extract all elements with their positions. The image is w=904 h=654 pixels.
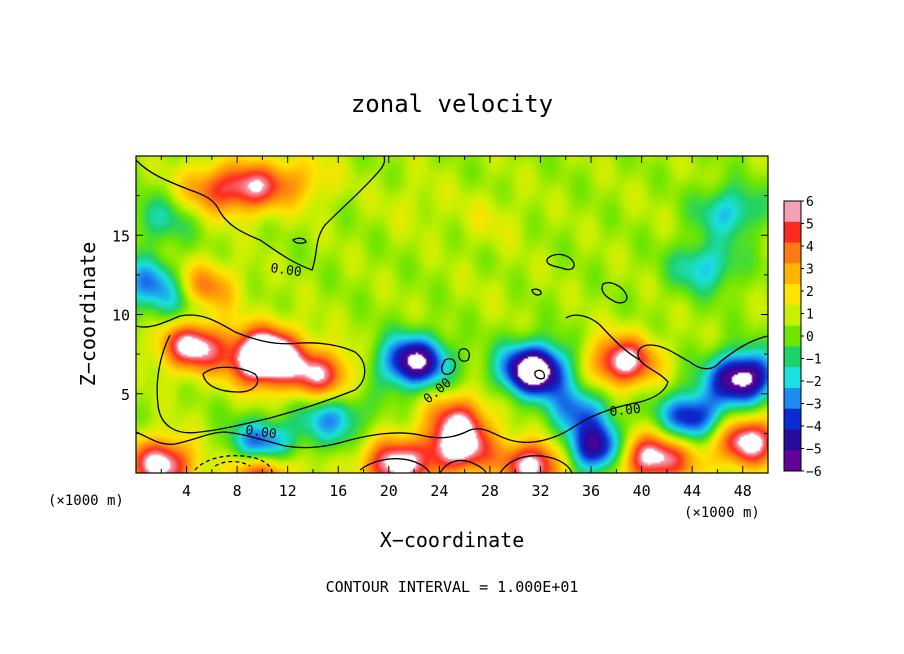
x-tick-label: 36	[582, 482, 600, 500]
contour-line	[136, 314, 366, 433]
x-tick-label: 16	[329, 482, 347, 500]
y-tick-label: 10	[112, 307, 130, 325]
x-axis: 4 8 12 16 20 24 28 32 36 40 44 48	[160, 156, 752, 500]
contour-line	[214, 460, 251, 467]
colorbar-label: 0	[806, 330, 814, 345]
chart-title: zonal velocity	[351, 90, 553, 118]
x-tick-label: 40	[633, 482, 651, 500]
contour-line	[202, 366, 259, 393]
x-tick-label: 44	[683, 482, 701, 500]
zero-contours	[136, 156, 768, 473]
colorbar: 6 5 4 3 2 1 0 −1 −2 −3 −4 −5 −6	[783, 195, 822, 480]
colorbar-label: 3	[806, 263, 814, 278]
colorbar-label: −6	[806, 465, 822, 480]
x-tick-label: 24	[430, 482, 448, 500]
contour-line	[565, 314, 641, 361]
colorbar-swatch	[784, 367, 801, 389]
colorbar-swatch	[784, 408, 801, 430]
colorbar-swatch	[784, 284, 801, 306]
z-unit-label: (×1000 m)	[684, 505, 760, 521]
contour-line	[156, 334, 201, 434]
contour-line	[499, 455, 573, 473]
colorbar-swatch	[784, 450, 801, 472]
colorbar-label: −4	[806, 420, 822, 435]
contour-line	[637, 335, 768, 403]
x-tick-label: 8	[233, 482, 242, 500]
colorbar-swatch	[784, 201, 801, 223]
velocity-field	[136, 156, 768, 473]
colorbar-swatch	[784, 346, 801, 368]
colorbar-swatch	[784, 325, 801, 347]
y-tick-label: 15	[112, 227, 130, 245]
contour-line	[441, 358, 456, 375]
y-tick-label: 5	[121, 386, 130, 404]
x-tick-label: 28	[481, 482, 499, 500]
contour-label: 0.00	[609, 402, 642, 420]
colorbar-label: 6	[806, 195, 814, 210]
contour-line	[136, 156, 386, 271]
contour-line	[531, 288, 542, 296]
contour-label: 0.00	[244, 423, 277, 442]
colorbar-label: −2	[806, 375, 822, 390]
x-tick-label: 12	[279, 482, 297, 500]
contour-line	[359, 458, 431, 473]
colorbar-label: 2	[806, 285, 814, 300]
contour-line	[458, 348, 470, 362]
x-tick-label: 20	[380, 482, 398, 500]
colorbar-swatch	[784, 242, 801, 264]
contour-interval-note: CONTOUR INTERVAL = 1.000E+01	[326, 578, 579, 596]
contour-line	[292, 237, 307, 244]
colorbar-swatch	[784, 304, 801, 327]
x-unit-label: (×1000 m)	[48, 493, 124, 509]
contour-line	[136, 401, 641, 449]
x-tick-label: 32	[531, 482, 549, 500]
contour-label: 0.00	[269, 261, 302, 280]
colorbar-label: 5	[806, 218, 814, 233]
contour-line	[194, 455, 273, 473]
y-axis: 5 10 15	[112, 195, 768, 434]
colorbar-swatch	[784, 429, 801, 451]
colorbar-label: −3	[806, 398, 822, 413]
colorbar-label: −1	[806, 353, 822, 368]
x-axis-label: X−coordinate	[380, 528, 525, 552]
contour-line	[439, 459, 487, 473]
y-axis-label: Z−coordinate	[76, 242, 100, 387]
colorbar-label: 1	[806, 308, 814, 323]
colorbar-label: 4	[806, 240, 814, 255]
colorbar-swatch	[784, 387, 801, 410]
contour-line	[534, 369, 546, 380]
contour-line	[546, 253, 575, 271]
x-tick-label: 48	[734, 482, 752, 500]
colorbar-label: −5	[806, 443, 822, 458]
colorbar-swatch	[784, 263, 801, 285]
contour-line	[601, 282, 628, 304]
colorbar-swatch	[784, 221, 801, 244]
x-tick-label: 4	[182, 482, 191, 500]
